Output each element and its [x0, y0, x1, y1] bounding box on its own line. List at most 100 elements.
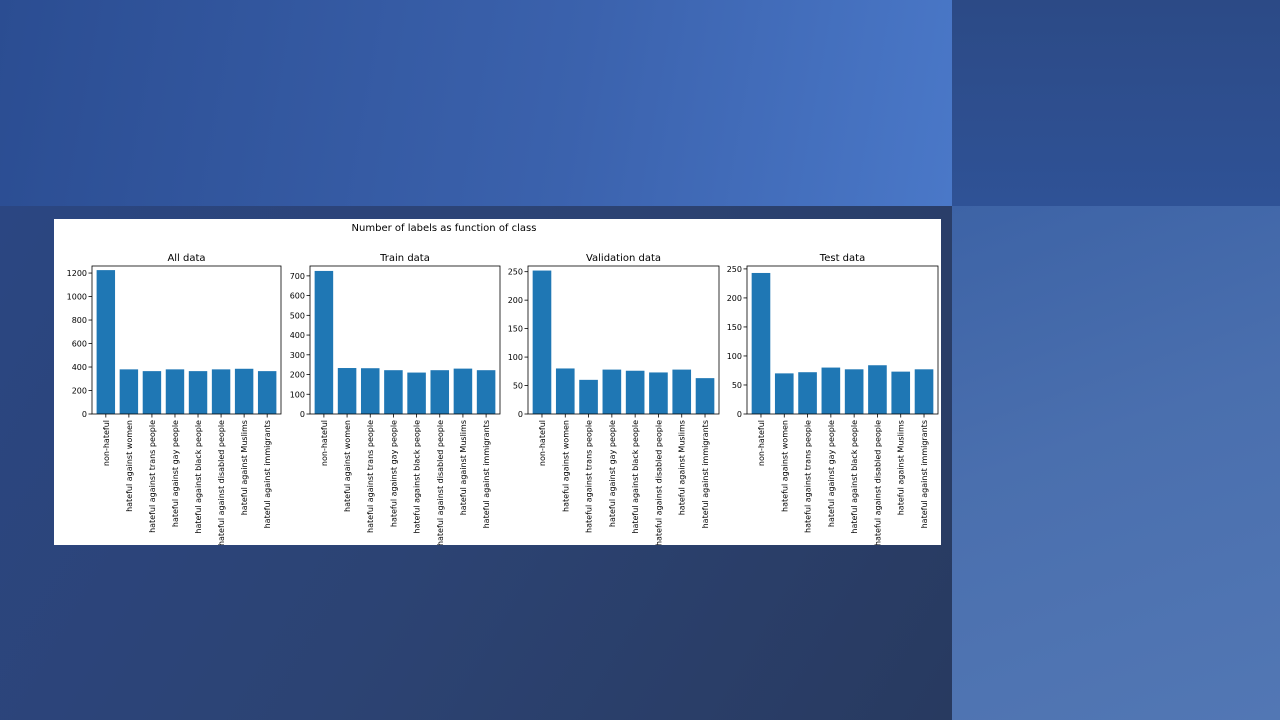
- background-top-right: [952, 0, 1280, 206]
- y-tick-label: 0: [518, 410, 523, 419]
- bar: [751, 272, 771, 414]
- bar: [649, 372, 668, 414]
- x-tick-label: hateful against women: [561, 420, 570, 512]
- y-tick-label: 200: [290, 371, 305, 380]
- bar: [211, 369, 231, 414]
- y-tick-label: 400: [290, 331, 305, 340]
- bar: [914, 369, 934, 414]
- x-tick-label: hateful against Muslims: [678, 420, 687, 515]
- x-tick-label: hateful against disabled people: [873, 420, 882, 545]
- y-tick-label: 800: [72, 316, 87, 325]
- x-tick-label: non-hateful: [757, 420, 766, 466]
- x-tick-label: non-hateful: [102, 420, 111, 466]
- bar: [476, 370, 496, 414]
- x-tick-label: hateful against black people: [413, 420, 422, 534]
- x-tick-label: hateful against immigrants: [701, 420, 710, 528]
- subplot-title: All data: [167, 253, 205, 264]
- bar: [119, 369, 139, 414]
- y-tick-label: 100: [508, 353, 523, 362]
- y-tick-label: 50: [513, 382, 523, 391]
- x-tick-label: hateful against trans people: [804, 420, 813, 533]
- x-tick-label: hateful against trans people: [366, 420, 375, 533]
- bar: [96, 270, 116, 414]
- bar: [579, 379, 598, 414]
- x-tick-label: non-hateful: [320, 420, 329, 466]
- axes-frame: [91, 265, 282, 415]
- y-tick-label: 250: [508, 268, 523, 277]
- x-tick-label: hateful against women: [125, 420, 134, 512]
- y-tick-label: 1000: [67, 293, 87, 302]
- y-tick-label: 150: [727, 323, 742, 332]
- background-top-left: [0, 0, 952, 206]
- bar: [774, 373, 794, 414]
- bar: [532, 270, 552, 414]
- x-tick-label: hateful against disabled people: [436, 420, 445, 545]
- x-tick-label: hateful against disabled people: [217, 420, 226, 545]
- x-tick-label: hateful against Muslims: [897, 420, 906, 515]
- bar: [555, 368, 575, 414]
- bar: [695, 378, 715, 414]
- x-tick-label: hateful against trans people: [148, 420, 157, 533]
- x-tick-label: hateful against immigrants: [920, 420, 929, 528]
- y-tick-label: 1200: [67, 269, 87, 278]
- y-tick-label: 100: [290, 390, 305, 399]
- bar: [844, 369, 864, 414]
- bar: [798, 372, 817, 414]
- x-tick-label: hateful against black people: [631, 420, 640, 534]
- bar: [453, 368, 473, 414]
- axes-frame: [309, 265, 501, 415]
- bar: [188, 371, 208, 414]
- chart-figure: Number of labels as function of class Al…: [54, 219, 941, 546]
- y-tick-label: 500: [290, 311, 305, 320]
- chart-svg: Number of labels as function of class Al…: [67, 223, 939, 546]
- y-tick-label: 250: [727, 265, 742, 274]
- bar: [314, 270, 334, 414]
- y-tick-label: 300: [290, 351, 305, 360]
- bar: [234, 368, 254, 414]
- x-tick-label: hateful against black people: [850, 420, 859, 534]
- figure-suptitle: Number of labels as function of class: [352, 223, 537, 234]
- x-tick-label: hateful against Muslims: [240, 420, 249, 515]
- bar: [602, 369, 622, 414]
- bar: [337, 368, 357, 414]
- bar: [407, 372, 426, 414]
- x-tick-label: hateful against Muslims: [459, 420, 468, 515]
- x-tick-label: hateful against gay people: [389, 420, 398, 527]
- x-tick-label: hateful against immigrants: [482, 420, 491, 528]
- bar: [891, 371, 911, 414]
- x-tick-label: hateful against women: [780, 420, 789, 512]
- bar: [165, 369, 185, 414]
- bar: [257, 371, 277, 414]
- y-tick-label: 150: [508, 325, 523, 334]
- x-tick-label: hateful against black people: [194, 420, 203, 534]
- bar: [868, 365, 887, 414]
- bar: [672, 369, 692, 414]
- y-tick-label: 200: [508, 296, 523, 305]
- y-tick-label: 0: [300, 410, 305, 419]
- bar: [384, 370, 403, 414]
- background-bottom-right: [952, 206, 1280, 720]
- x-tick-label: hateful against disabled people: [654, 420, 663, 545]
- y-tick-label: 0: [737, 410, 742, 419]
- bar: [142, 371, 162, 414]
- x-tick-label: hateful against women: [343, 420, 352, 512]
- y-tick-label: 400: [72, 363, 87, 372]
- axes-frame: [527, 265, 720, 415]
- x-tick-label: hateful against immigrants: [263, 420, 272, 528]
- subplot-title: Train data: [379, 253, 430, 264]
- y-tick-label: 0: [82, 410, 87, 419]
- bar: [625, 370, 645, 414]
- x-tick-label: hateful against gay people: [827, 420, 836, 527]
- bar: [360, 368, 380, 414]
- bar: [430, 370, 450, 414]
- y-tick-label: 600: [290, 292, 305, 301]
- x-tick-label: hateful against gay people: [171, 420, 180, 527]
- axes-frame: [746, 265, 939, 415]
- subplot-title: Validation data: [586, 253, 661, 264]
- bar: [821, 367, 841, 414]
- x-tick-label: non-hateful: [538, 420, 547, 466]
- x-tick-label: hateful against trans people: [585, 420, 594, 533]
- y-tick-label: 200: [72, 387, 87, 396]
- subplot-title: Test data: [819, 253, 865, 264]
- x-tick-label: hateful against gay people: [608, 420, 617, 527]
